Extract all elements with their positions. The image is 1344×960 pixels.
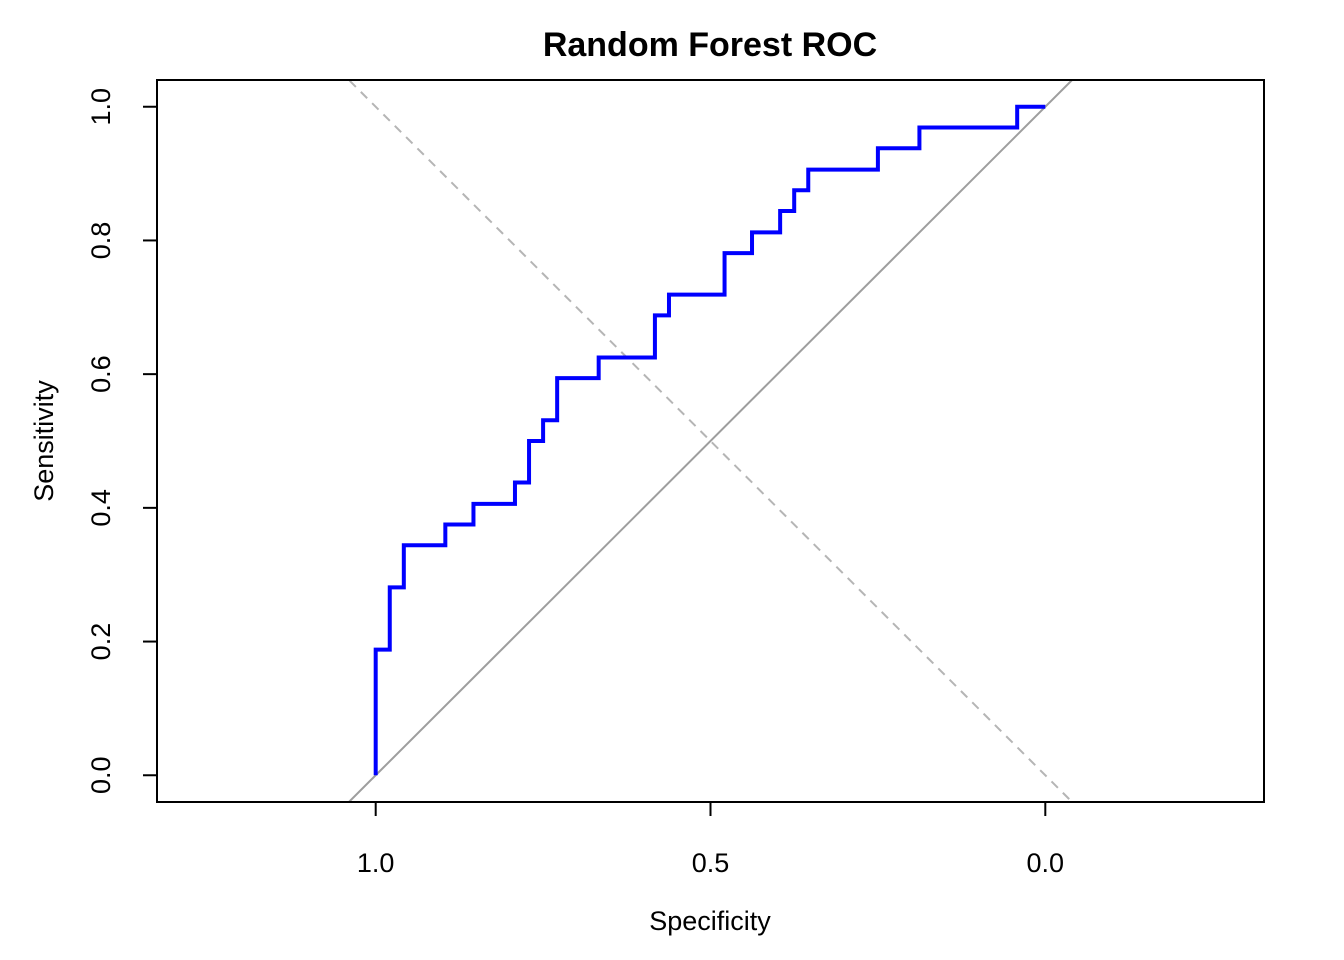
y-axis-label: Sensitivity — [29, 380, 59, 502]
chart-title: Random Forest ROC — [543, 26, 877, 64]
y-tick-label: 0.6 — [86, 355, 116, 393]
x-tick-label: 0.0 — [1027, 848, 1065, 878]
y-tick-label: 0.4 — [86, 489, 116, 527]
y-tick-label: 0.8 — [86, 222, 116, 260]
y-tick-label: 1.0 — [86, 88, 116, 126]
y-axis: 0.0 0.2 0.4 0.6 0.8 1.0 — [86, 88, 158, 794]
x-axis: 1.0 0.5 0.0 — [357, 801, 1065, 878]
y-tick-label: 0.2 — [86, 623, 116, 661]
y-tick-label: 0.0 — [86, 756, 116, 794]
x-tick-label: 1.0 — [357, 848, 395, 878]
x-tick-label: 0.5 — [692, 848, 730, 878]
plot-area — [347, 80, 1074, 802]
x-axis-label: Specificity — [649, 906, 771, 936]
roc-curve-line — [373, 104, 1046, 776]
reference-diagonal-line — [348, 80, 1073, 802]
